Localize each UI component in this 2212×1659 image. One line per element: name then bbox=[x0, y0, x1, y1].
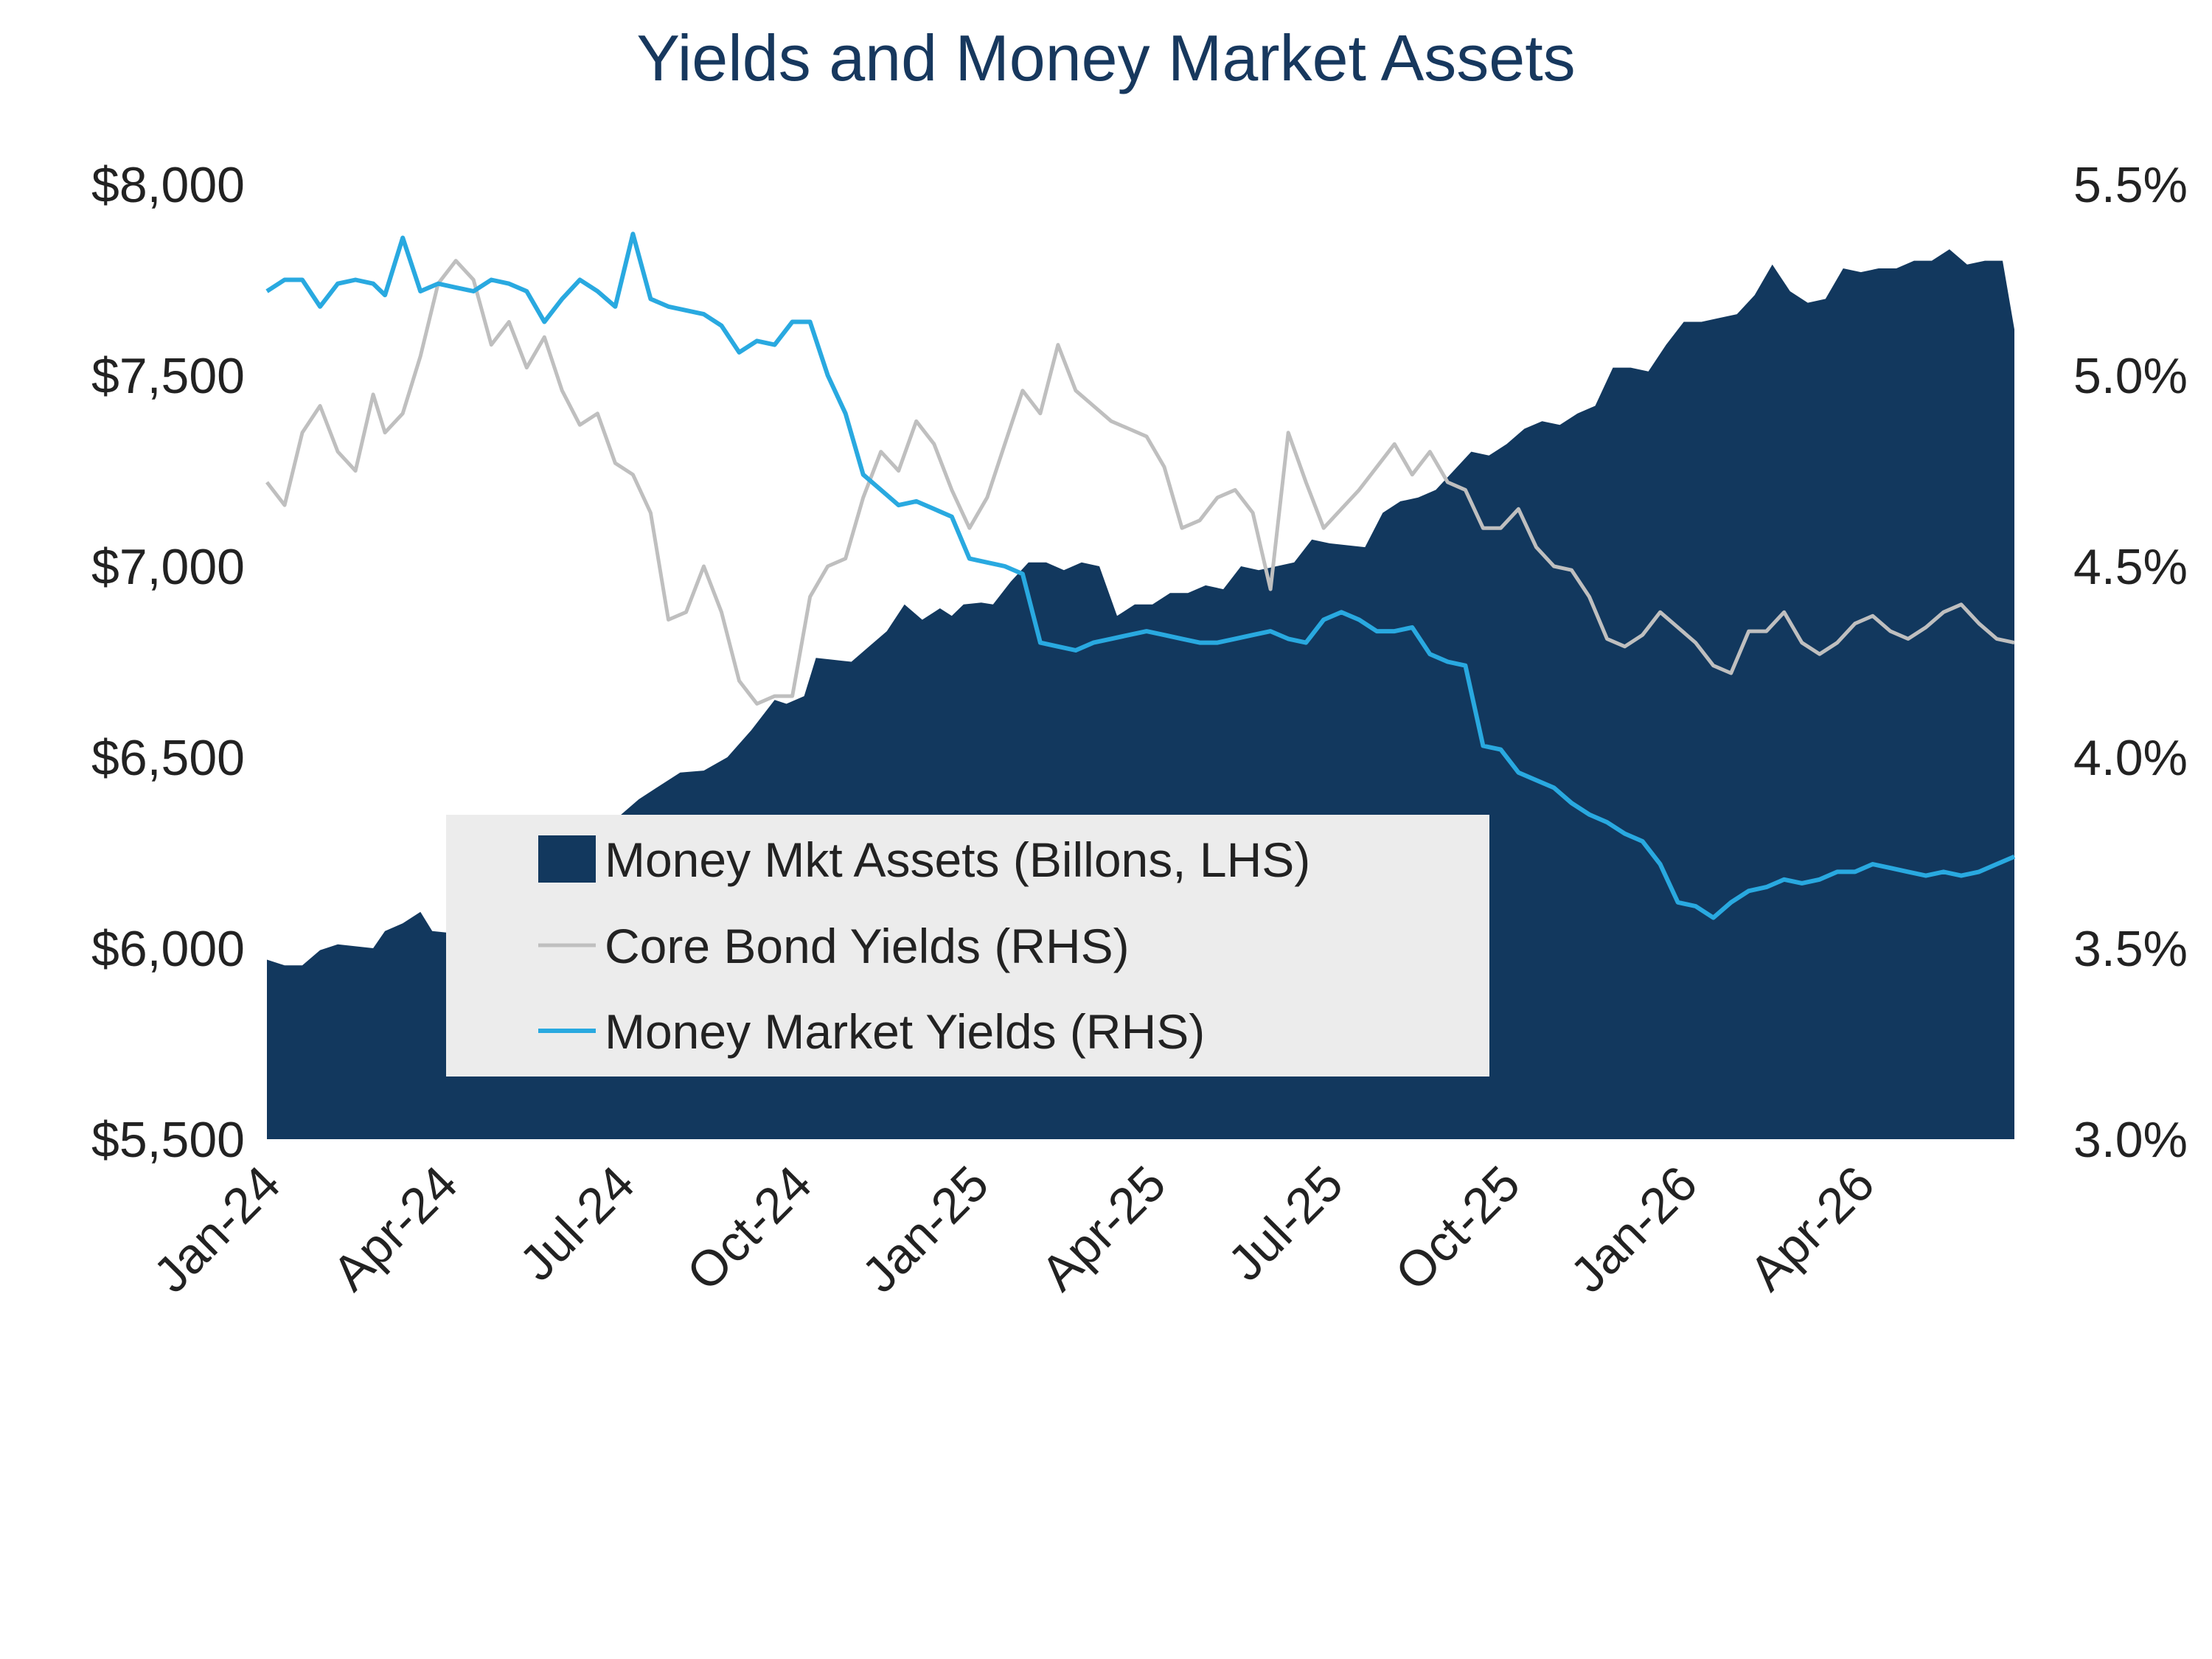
x-tick-label: Oct-24 bbox=[676, 1155, 822, 1301]
y-left-tick-label: $8,000 bbox=[91, 157, 245, 213]
series-line-money-market-yields bbox=[265, 232, 2016, 920]
x-tick-label: Apr-24 bbox=[322, 1155, 468, 1301]
x-tick-label: Jan-24 bbox=[143, 1155, 291, 1304]
y-left-tick-label: $6,000 bbox=[91, 921, 245, 977]
chart-title: Yields and Money Market Assets bbox=[636, 21, 1576, 94]
legend-label: Core Bond Yields (RHS) bbox=[605, 919, 1130, 973]
legend-box bbox=[446, 815, 1489, 1077]
x-tick-label: Apr-26 bbox=[1739, 1155, 1885, 1301]
y-right-tick-label: 3.0% bbox=[2073, 1112, 2188, 1168]
x-tick-label: Jul-25 bbox=[1217, 1155, 1354, 1292]
series-line-core-bond-yields bbox=[265, 259, 2015, 706]
y-right-tick-label: 5.5% bbox=[2073, 157, 2188, 213]
x-tick-label: Oct-25 bbox=[1385, 1155, 1531, 1301]
y-left-tick-label: $6,500 bbox=[91, 730, 245, 786]
y-left-tick-label: $5,500 bbox=[91, 1112, 245, 1168]
x-tick-label: Jan-25 bbox=[852, 1155, 1000, 1304]
y-left-tick-label: $7,500 bbox=[91, 348, 245, 404]
x-tick-label: Jul-24 bbox=[509, 1155, 645, 1292]
y-right-tick-label: 4.0% bbox=[2073, 730, 2188, 786]
legend-label: Money Mkt Assets (Billons, LHS) bbox=[605, 832, 1310, 887]
y-right-tick-label: 5.0% bbox=[2073, 348, 2188, 404]
x-tick-label: Jan-26 bbox=[1559, 1155, 1708, 1304]
y-right-tick-label: 4.5% bbox=[2073, 539, 2188, 595]
legend-label: Money Market Yields (RHS) bbox=[605, 1004, 1205, 1059]
legend-swatch-area bbox=[538, 835, 596, 883]
x-tick-label: Apr-25 bbox=[1031, 1155, 1177, 1301]
y-left-tick-label: $7,000 bbox=[91, 539, 245, 595]
y-right-tick-label: 3.5% bbox=[2073, 921, 2188, 977]
